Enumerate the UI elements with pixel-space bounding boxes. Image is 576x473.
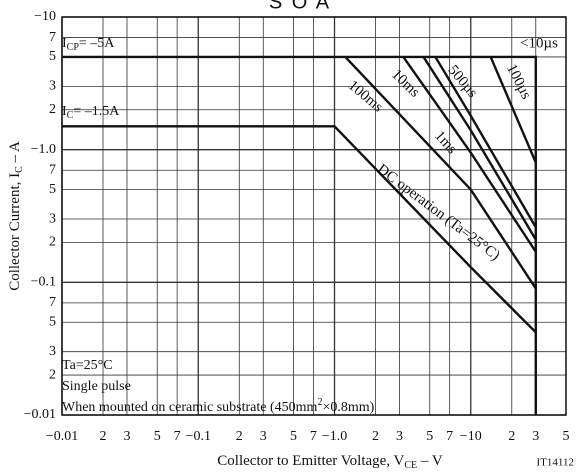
axis-label-text: Collector to Emitter Voltage, V — [217, 453, 404, 469]
x-tick-label: 2 — [508, 429, 515, 444]
annotation-text: I — [62, 36, 67, 51]
y-tick-label: 3 — [49, 79, 56, 94]
annotation-text: When mounted on ceramic substrate (450mm — [62, 400, 318, 415]
y-tick-label: −0.01 — [24, 407, 56, 422]
curve — [434, 56, 537, 228]
figure-code: IT14112 — [537, 457, 574, 469]
annotation-text: = –1.5A — [73, 104, 120, 119]
y-tick-label: 3 — [49, 344, 56, 359]
curve-label: 10ms — [388, 67, 423, 101]
annotation-sub: C — [67, 110, 74, 121]
x-tick-label: −0.1 — [186, 429, 211, 444]
x-tick-label: 3 — [396, 429, 403, 444]
x-tick-label: 3 — [532, 429, 539, 444]
curve — [62, 125, 537, 334]
axis-label-text: Collector Current, I — [7, 173, 23, 291]
curve-label: <10µs — [520, 35, 558, 51]
annotation: Single pulse — [62, 379, 131, 394]
annotation-text: I — [62, 104, 67, 119]
annotation-sub: CP — [67, 42, 80, 53]
x-tick-label: −1.0 — [322, 429, 347, 444]
x-tick-label: 3 — [260, 429, 267, 444]
x-tick-label: 2 — [372, 429, 379, 444]
axis-label-sub: C — [14, 166, 25, 173]
annotation: Ta=25°C — [62, 358, 113, 373]
x-tick-label: 7 — [310, 429, 317, 444]
y-axis-label: Collector Current, IC – A — [7, 141, 25, 291]
grid — [61, 16, 567, 416]
x-tick-label: 2 — [236, 429, 243, 444]
y-tick-label: 2 — [49, 235, 56, 250]
plot-frame — [61, 16, 567, 416]
axis-label-text: – V — [417, 453, 443, 469]
x-tick-label: 3 — [124, 429, 131, 444]
x-tick-label: 5 — [563, 429, 570, 444]
curves — [62, 55, 537, 415]
annotation-text: ×0.8mm) — [322, 400, 374, 415]
y-tick-label: −0.1 — [31, 275, 56, 290]
y-tick-label: 7 — [49, 30, 56, 45]
y-tick-label: 5 — [49, 49, 56, 64]
chart-title: S O A — [269, 0, 331, 13]
y-tick-label: 5 — [49, 182, 56, 197]
axis-label-text: – A — [7, 141, 23, 166]
curve — [489, 56, 537, 163]
curve — [422, 56, 537, 241]
annotation: IC= –1.5A — [62, 104, 120, 121]
curve — [402, 56, 537, 253]
x-tick-label: 5 — [426, 429, 433, 444]
annotation: ICP= –5A — [62, 36, 115, 53]
annotation: When mounted on ceramic substrate (450mm… — [62, 397, 375, 415]
y-tick-label: 7 — [49, 295, 56, 310]
y-tick-label: −10 — [34, 9, 56, 24]
x-axis-label: Collector to Emitter Voltage, VCE – V — [217, 453, 443, 471]
y-tick-label: 5 — [49, 314, 56, 329]
y-tick-label: 7 — [49, 162, 56, 177]
x-tick-label: 7 — [174, 429, 181, 444]
x-tick-label: 5 — [290, 429, 297, 444]
y-tick-label: 2 — [49, 367, 56, 382]
axis-label-sub: CE — [404, 460, 417, 471]
annotation-sup: 2 — [317, 397, 322, 408]
x-tick-label: 2 — [100, 429, 107, 444]
y-tick-label: −1.0 — [31, 142, 56, 157]
y-tick-label: 2 — [49, 102, 56, 117]
x-tick-label: 5 — [154, 429, 161, 444]
curve — [62, 55, 537, 415]
annotation-text: = –5A — [79, 36, 115, 51]
curve — [344, 56, 537, 290]
x-tick-label: 7 — [446, 429, 453, 444]
x-tick-label: −0.01 — [46, 429, 78, 444]
y-tick-label: 3 — [49, 211, 56, 226]
x-tick-label: −10 — [460, 429, 482, 444]
curve-label: DC operation (Ta=25°C) — [374, 161, 503, 264]
